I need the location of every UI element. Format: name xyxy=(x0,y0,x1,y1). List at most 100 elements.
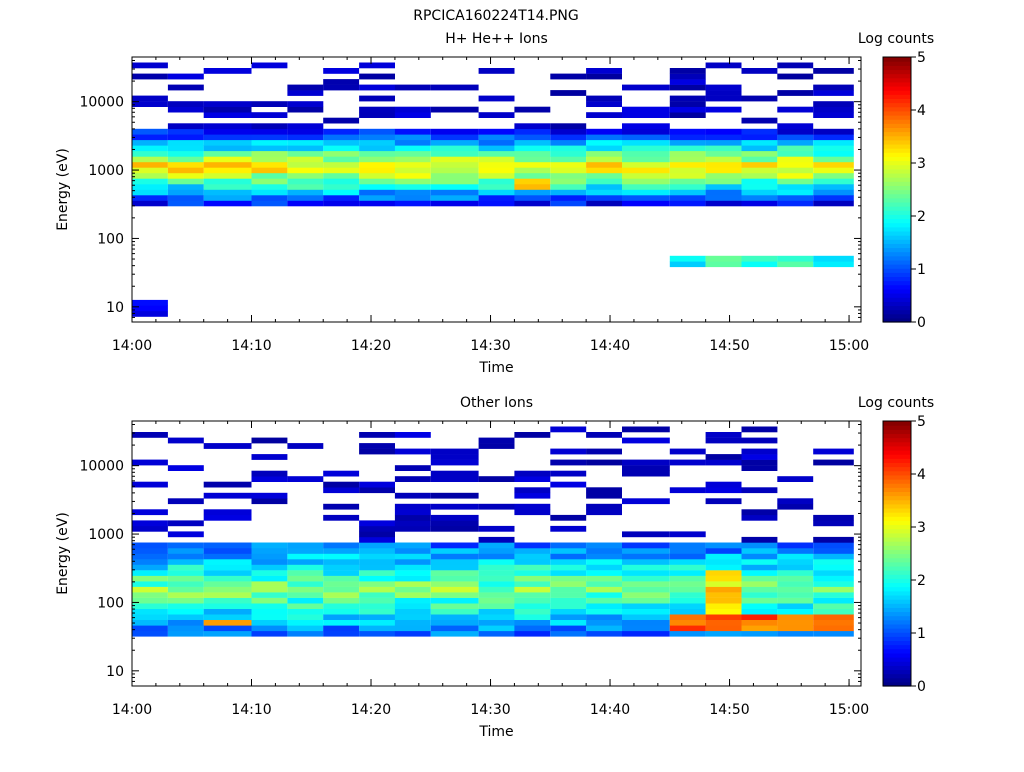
heatmap-cell xyxy=(705,128,742,135)
heatmap-cell xyxy=(251,498,288,505)
heatmap-cell xyxy=(167,150,204,157)
heatmap-cell xyxy=(394,139,431,146)
heatmap-cell xyxy=(203,597,252,604)
heatmap-cell xyxy=(622,570,670,576)
heatmap-cell xyxy=(813,625,854,632)
colorbar-segment xyxy=(883,313,911,319)
x-tick-label: 14:10 xyxy=(231,702,271,718)
heatmap-cell xyxy=(394,84,431,91)
heatmap-cell xyxy=(359,487,395,494)
heatmap-cell xyxy=(586,581,622,587)
heatmap-cell xyxy=(622,564,670,571)
heatmap-cell xyxy=(132,630,168,637)
heatmap-cell xyxy=(514,184,551,190)
heatmap-cell xyxy=(394,625,431,632)
heatmap-cell xyxy=(741,261,778,268)
heatmap-cell xyxy=(251,581,288,587)
heatmap-cell xyxy=(323,630,360,637)
heatmap-cell xyxy=(622,184,670,190)
heatmap-cell xyxy=(777,559,814,565)
heatmap-cells xyxy=(132,62,854,317)
colorbar-segment xyxy=(883,110,911,116)
heatmap-cell xyxy=(203,167,252,174)
heatmap-cell xyxy=(741,559,778,565)
heatmap-cell xyxy=(430,184,479,190)
colorbar-segment xyxy=(883,425,911,430)
heatmap-cell xyxy=(705,608,742,615)
colorbar-segment xyxy=(883,268,911,273)
heatmap-cell xyxy=(359,167,395,174)
heatmap-cell xyxy=(394,195,431,201)
heatmap-cell xyxy=(203,178,252,185)
heatmap-cell xyxy=(741,448,778,455)
heatmap-cell xyxy=(132,575,168,582)
heatmap-cell xyxy=(669,542,706,549)
colorbar-segment xyxy=(883,106,911,112)
heatmap-cell xyxy=(741,614,778,620)
heatmap-cell xyxy=(132,603,168,609)
heatmap-cell xyxy=(323,603,360,609)
heatmap-cell xyxy=(251,123,288,130)
colorbar-segment xyxy=(883,553,911,559)
heatmap-cell xyxy=(394,184,431,190)
colorbar-segment xyxy=(883,657,911,662)
heatmap-cell xyxy=(514,625,551,632)
heatmap-cell xyxy=(251,184,288,190)
heatmap-cell xyxy=(203,195,252,201)
heatmap-cell xyxy=(478,503,515,510)
colorbar-segment xyxy=(883,541,911,546)
heatmap-cell xyxy=(430,548,479,554)
heatmap-cell xyxy=(394,525,431,532)
heatmap-cell xyxy=(323,625,360,632)
heatmap-cell xyxy=(777,156,814,163)
colorbar-segment xyxy=(883,57,911,62)
heatmap-cell xyxy=(586,603,622,609)
heatmap-cell xyxy=(669,161,706,168)
heatmap-cell xyxy=(550,570,587,576)
heatmap-cell xyxy=(430,178,479,185)
heatmap-cell xyxy=(394,128,431,135)
heatmap-cell xyxy=(622,145,670,152)
heatmap-cell xyxy=(550,134,587,141)
x-tick-label: 14:50 xyxy=(709,338,749,354)
colorbar-segment xyxy=(883,582,911,588)
x-tick-label: 15:00 xyxy=(829,338,869,354)
heatmap-cell xyxy=(359,156,395,163)
heatmap-cell xyxy=(586,156,622,163)
colorbar-segment xyxy=(883,449,911,455)
heatmap-cell xyxy=(287,564,324,571)
heatmap-cell xyxy=(777,476,814,482)
heatmap-cell xyxy=(287,101,324,107)
colorbar-tick-label: 5 xyxy=(917,50,926,66)
heatmap-cell xyxy=(359,564,395,571)
heatmap-cell xyxy=(777,564,814,571)
heatmap-cell xyxy=(287,630,324,637)
heatmap-cell xyxy=(741,564,778,571)
heatmap-cell xyxy=(251,167,288,174)
heatmap-cell xyxy=(777,503,814,510)
heatmap-cell xyxy=(586,161,622,168)
colorbar-tick-label: 3 xyxy=(917,520,926,536)
heatmap-cell xyxy=(514,145,551,152)
heatmap-cell xyxy=(622,128,670,135)
heatmap-cell xyxy=(132,608,168,615)
heatmap-cell xyxy=(705,603,742,609)
heatmap-cell xyxy=(741,575,778,582)
heatmap-cell xyxy=(669,79,706,85)
heatmap-cell xyxy=(669,630,706,637)
heatmap-cell xyxy=(586,542,622,549)
heatmap-cell xyxy=(550,184,587,190)
heatmap-cell xyxy=(705,145,742,152)
heatmap-cell xyxy=(705,139,742,146)
heatmap-cell xyxy=(287,106,324,113)
heatmap-cell xyxy=(430,195,479,201)
heatmap-cell xyxy=(741,184,778,190)
heatmap-cell xyxy=(430,172,479,179)
heatmap-cell xyxy=(478,161,515,168)
heatmap-cell xyxy=(777,553,814,560)
colorbar-segment xyxy=(883,210,911,215)
heatmap-cell xyxy=(323,619,360,626)
colorbar-segment xyxy=(883,590,911,596)
heatmap-cell xyxy=(669,255,706,262)
colorbar-segment xyxy=(883,119,911,124)
